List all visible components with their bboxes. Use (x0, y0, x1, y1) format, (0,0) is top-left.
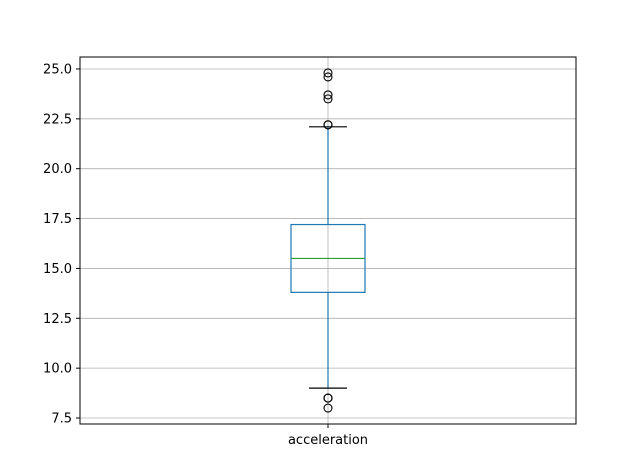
y-tick-label: 17.5 (43, 212, 72, 227)
y-axis: 7.5 10.0 12.5 15.0 17.5 20.0 22.5 25.0 (43, 62, 80, 427)
outlier-point (323, 94, 333, 104)
x-axis: acceleration (288, 424, 368, 448)
y-tick-label: 20.0 (43, 162, 72, 177)
y-tick-label: 22.5 (43, 112, 72, 127)
outlier-point (323, 120, 333, 130)
outlier-point (323, 403, 333, 413)
y-tick-label: 25.0 (43, 62, 72, 77)
x-tick-label: acceleration (288, 433, 368, 448)
outlier-point (323, 90, 333, 100)
outlier-point (323, 393, 333, 403)
y-tick-label: 12.5 (43, 312, 72, 327)
outlier-point (323, 68, 333, 78)
box-layer (290, 68, 366, 413)
y-tick-label: 7.5 (51, 412, 72, 427)
y-tick-label: 10.0 (43, 362, 72, 377)
y-tick-label: 15.0 (43, 262, 72, 277)
outlier-point (323, 72, 333, 82)
